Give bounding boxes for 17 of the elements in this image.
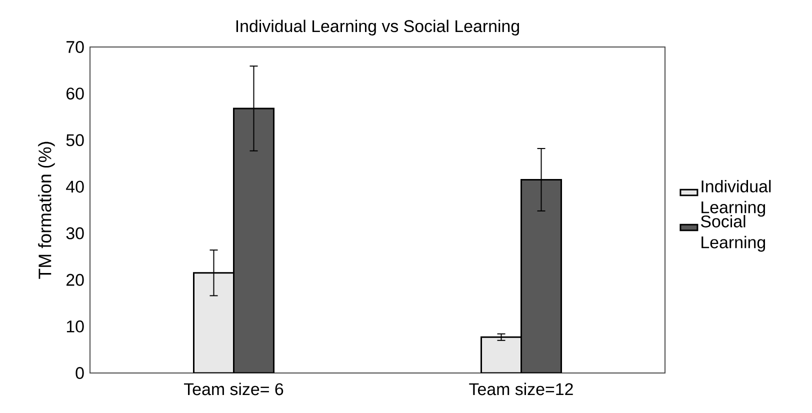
y-tick-label: 50 [66,134,84,146]
x-tick-label: Team size=12 [469,382,573,396]
y-tick-label: 40 [66,180,84,193]
y-tick-label: 30 [66,227,84,240]
y-tick-label: 0 [76,367,84,379]
y-tick-label: 70 [66,41,84,54]
bar [233,108,274,373]
y-tick-label: 60 [66,88,84,100]
legend-label: Individual Learning [702,180,771,217]
x-tick-label: Team size= 6 [184,382,284,396]
y-tick-label: 20 [66,274,84,286]
bar [193,272,234,373]
bar [480,336,522,373]
y-axis-title: TM formation (%) [38,142,55,279]
y-tick-label: 10 [66,320,84,332]
chart-title: Individual Learning vs Social Learning [236,20,519,36]
bar [520,178,562,373]
